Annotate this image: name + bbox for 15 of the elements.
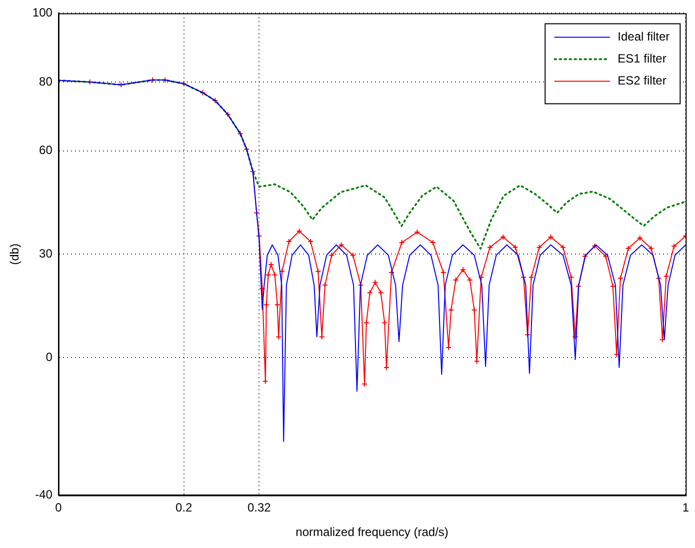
- x-tick-label: 0: [55, 500, 62, 515]
- y-tick-label: 60: [39, 143, 53, 158]
- y-tick-label: -40: [35, 488, 53, 502]
- x-tick-label: 0.2: [176, 500, 193, 515]
- legend-label: Ideal filter: [618, 30, 670, 44]
- legend-label: ES2 filter: [618, 74, 666, 88]
- y-tick-label: 80: [39, 74, 53, 88]
- y-axis-title: (db): [8, 244, 22, 265]
- y-tick-label: 30: [39, 246, 53, 261]
- x-tick-label: 1: [682, 500, 690, 515]
- y-tick-label: 0: [46, 350, 53, 364]
- legend-label: ES1 filter: [618, 52, 666, 66]
- y-tick-label: 100: [32, 6, 53, 20]
- x-axis-title: normalized frequency (rad/s): [296, 525, 448, 540]
- x-tick-label: 0.32: [247, 500, 272, 515]
